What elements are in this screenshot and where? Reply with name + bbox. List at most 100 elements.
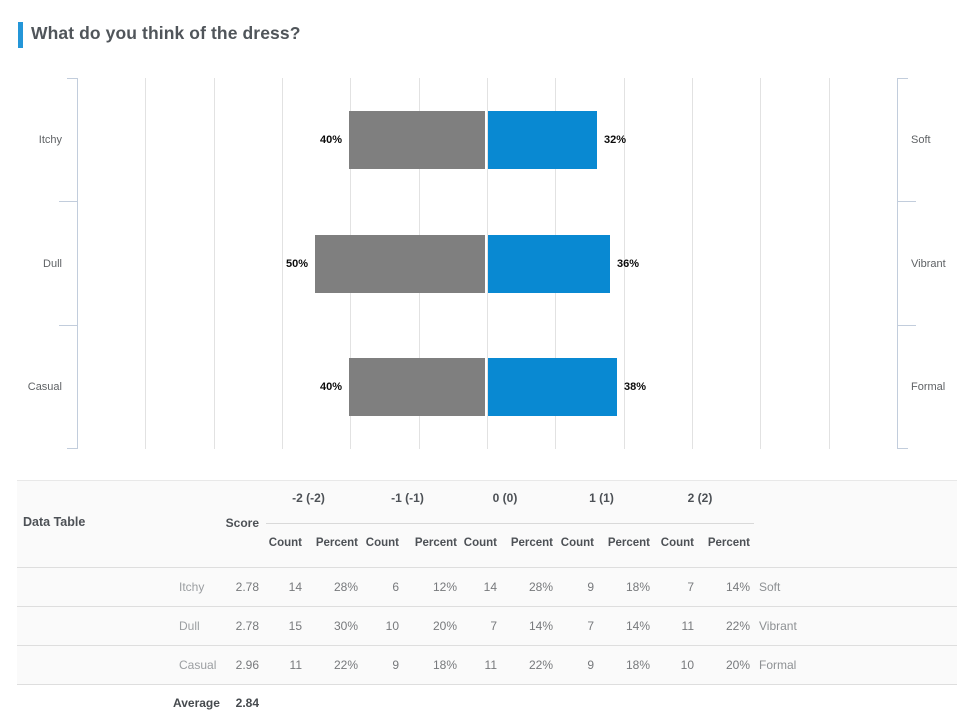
bar-negative: [349, 358, 485, 416]
chart-row: 40% 32%: [0, 111, 975, 169]
axis-tick: [59, 201, 77, 202]
sub-header: Count: [660, 537, 694, 549]
cell-count: 11: [681, 619, 694, 633]
bar-positive: [488, 235, 610, 293]
table-header: Data Table -2 (-2) -1 (-1) 0 (0) 1 (1) 2…: [17, 481, 957, 568]
gridline: [145, 78, 146, 449]
gridline: [692, 78, 693, 449]
bar-negative: [315, 235, 485, 293]
category-label-left: Casual: [27, 381, 62, 393]
axis-tick: [898, 78, 908, 79]
table-band: Data Table -2 (-2) -1 (-1) 0 (0) 1 (1) 2…: [17, 480, 957, 685]
cell-percent: 20%: [432, 619, 457, 633]
cell-count: 9: [587, 580, 594, 594]
cell-count: 9: [392, 658, 399, 672]
axis-tick: [67, 448, 77, 449]
axis-tick: [67, 78, 77, 79]
bipolar-bar-chart: Itchy Dull Casual Soft Vibrant Formal 40…: [0, 78, 975, 449]
cell-count: 14: [288, 580, 302, 594]
bar-value-left: 40%: [319, 134, 342, 146]
group-header-row: -2 (-2) -1 (-1) 0 (0) 1 (1) 2 (2): [17, 491, 957, 505]
row-side-label: Formal: [759, 658, 797, 672]
group-header: 2 (2): [687, 491, 713, 505]
bar-positive: [488, 358, 617, 416]
chart-row: 40% 38%: [0, 358, 975, 416]
header-divider-line: [266, 523, 754, 524]
sub-header: Percent: [510, 537, 553, 549]
row-label: Itchy: [179, 580, 205, 594]
table-row: Itchy 2.78 14 28% 6 12% 14 28% 9 18% 7 1…: [17, 568, 957, 607]
cell-count: 11: [289, 658, 302, 672]
category-label-right: Soft: [911, 134, 931, 146]
score-header-row: Score: [17, 514, 957, 532]
cell-percent: 20%: [725, 658, 750, 672]
row-label: Dull: [179, 619, 200, 633]
row-side-label: Vibrant: [759, 619, 797, 633]
sub-header: Percent: [315, 537, 358, 549]
data-table-title: Data Table: [23, 515, 86, 529]
sub-header: Count: [463, 537, 497, 549]
cell-percent: 18%: [625, 580, 650, 594]
axis-tick: [59, 325, 77, 326]
cell-count: 9: [587, 658, 594, 672]
gridline: [282, 78, 283, 449]
cell-percent: 14%: [725, 580, 750, 594]
chart-row: 50% 36%: [0, 235, 975, 293]
cell-percent: 28%: [333, 580, 358, 594]
data-table: Data Table -2 (-2) -1 (-1) 0 (0) 1 (1) 2…: [17, 480, 957, 721]
bar-negative: [349, 111, 485, 169]
cell-percent: 14%: [625, 619, 650, 633]
table-row: Dull 2.78 15 30% 10 20% 7 14% 7 14% 11 2…: [17, 607, 957, 646]
sub-header: Percent: [607, 537, 650, 549]
sub-header: Count: [268, 537, 302, 549]
cell-count: 7: [587, 619, 594, 633]
cell-percent: 14%: [528, 619, 553, 633]
cell-count: 10: [385, 619, 399, 633]
cell-percent: 28%: [528, 580, 553, 594]
axis-tick: [898, 201, 916, 202]
score-header: Score: [225, 516, 259, 530]
gridline: [214, 78, 215, 449]
score-value: 2.78: [235, 580, 259, 594]
bar-value-left: 40%: [319, 381, 342, 393]
group-header: -1 (-1): [391, 491, 424, 505]
left-axis-line: [77, 78, 78, 449]
cell-count: 14: [483, 580, 497, 594]
cell-percent: 22%: [725, 619, 750, 633]
average-row: Average 2.84: [17, 685, 957, 721]
cell-count: 10: [680, 658, 694, 672]
cell-percent: 18%: [432, 658, 457, 672]
cell-count: 11: [484, 658, 497, 672]
group-header: 0 (0): [492, 491, 518, 505]
sub-header: Count: [365, 537, 399, 549]
table-row: Casual 2.96 11 22% 9 18% 11 22% 9 18% 10…: [17, 646, 957, 685]
cell-count: 6: [392, 580, 399, 594]
gridline: [624, 78, 625, 449]
axis-tick: [898, 325, 916, 326]
sub-header: Percent: [707, 537, 750, 549]
cell-count: 7: [687, 580, 694, 594]
question-title: What do you think of the dress?: [31, 23, 301, 43]
group-header: -2 (-2): [292, 491, 325, 505]
row-side-label: Soft: [759, 580, 781, 594]
average-label: Average: [173, 696, 220, 710]
category-label-left: Itchy: [38, 134, 62, 146]
cell-percent: 30%: [333, 619, 358, 633]
sub-header: Count: [560, 537, 594, 549]
category-label-left: Dull: [43, 258, 62, 270]
right-axis-line: [897, 78, 898, 449]
cell-percent: 22%: [333, 658, 358, 672]
cell-percent: 22%: [528, 658, 553, 672]
category-label-right: Vibrant: [911, 258, 946, 270]
gridline-center: [487, 78, 488, 449]
bar-value-left: 50%: [285, 258, 308, 270]
bar-positive: [488, 111, 597, 169]
score-value: 2.78: [235, 619, 259, 633]
cell-count: 15: [288, 619, 302, 633]
cell-percent: 18%: [625, 658, 650, 672]
row-label: Casual: [179, 658, 217, 672]
bar-value-right: 32%: [604, 134, 627, 146]
bar-value-right: 38%: [624, 381, 647, 393]
group-header: 1 (1): [589, 491, 614, 505]
